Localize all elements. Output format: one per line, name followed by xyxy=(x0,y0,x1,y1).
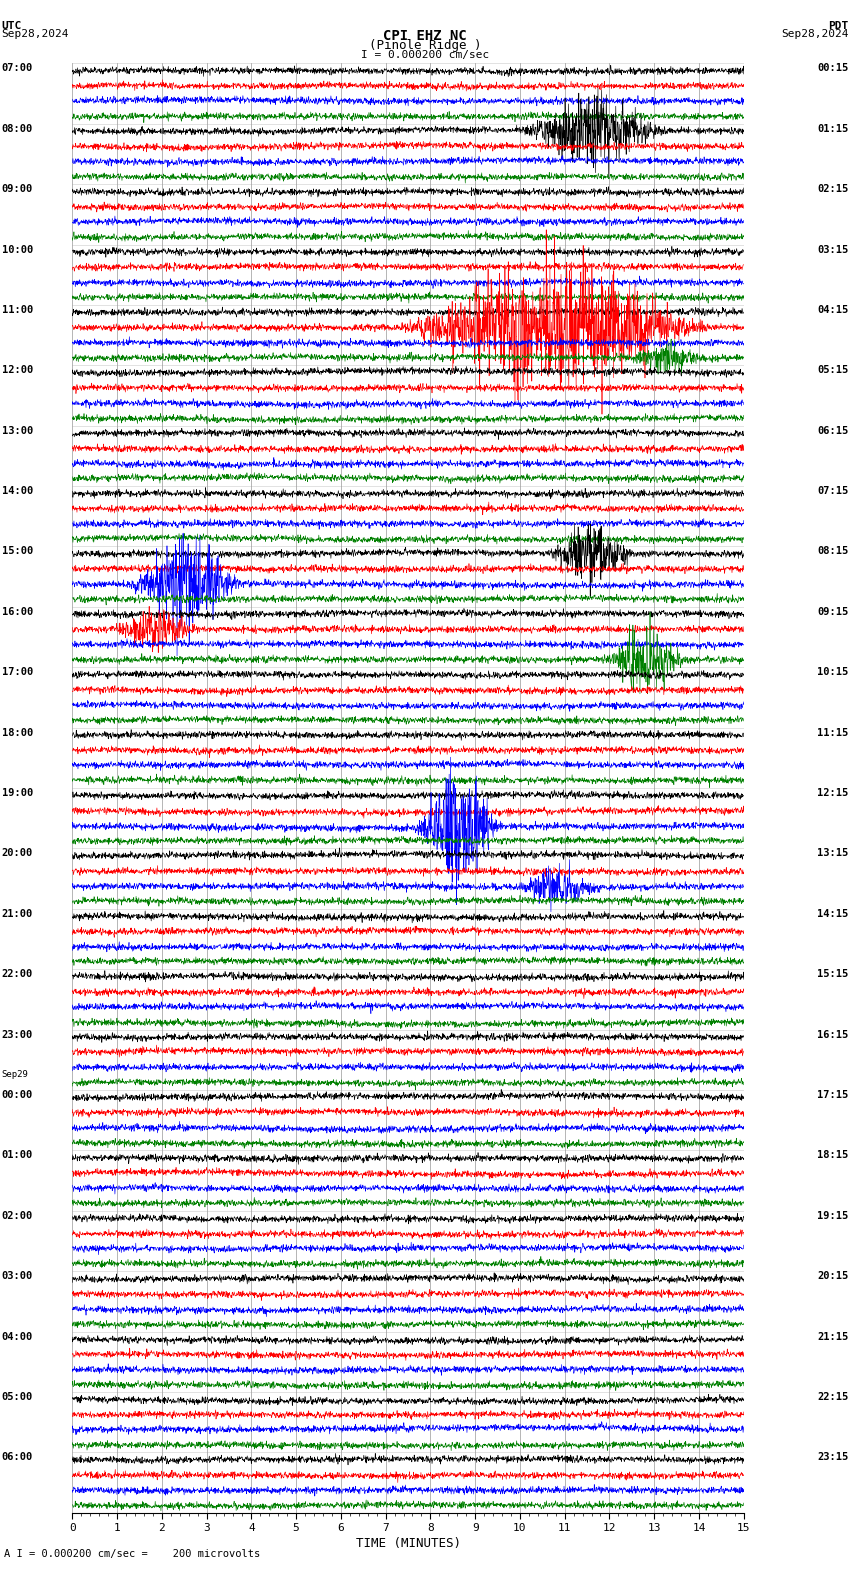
Text: 13:00: 13:00 xyxy=(2,426,33,436)
Text: CPI EHZ NC: CPI EHZ NC xyxy=(383,29,467,43)
Text: Sep28,2024: Sep28,2024 xyxy=(781,29,848,40)
Text: 17:00: 17:00 xyxy=(2,667,33,678)
Text: 16:00: 16:00 xyxy=(2,607,33,616)
Text: 03:15: 03:15 xyxy=(817,244,848,255)
Text: 22:15: 22:15 xyxy=(817,1392,848,1402)
Text: 00:00: 00:00 xyxy=(2,1090,33,1099)
Text: 03:00: 03:00 xyxy=(2,1270,33,1281)
Text: 10:00: 10:00 xyxy=(2,244,33,255)
Text: 13:15: 13:15 xyxy=(817,849,848,859)
Text: 04:00: 04:00 xyxy=(2,1332,33,1342)
Text: 21:15: 21:15 xyxy=(817,1332,848,1342)
Text: 21:00: 21:00 xyxy=(2,909,33,919)
Text: 20:15: 20:15 xyxy=(817,1270,848,1281)
Text: 12:00: 12:00 xyxy=(2,366,33,375)
Text: 17:15: 17:15 xyxy=(817,1090,848,1099)
Text: 23:15: 23:15 xyxy=(817,1453,848,1462)
Text: 18:00: 18:00 xyxy=(2,727,33,738)
Text: (Pinole Ridge ): (Pinole Ridge ) xyxy=(369,38,481,52)
Text: 10:15: 10:15 xyxy=(817,667,848,678)
Text: 11:00: 11:00 xyxy=(2,304,33,315)
Text: 08:15: 08:15 xyxy=(817,546,848,556)
Text: 09:15: 09:15 xyxy=(817,607,848,616)
Text: 23:00: 23:00 xyxy=(2,1030,33,1039)
Text: 11:15: 11:15 xyxy=(817,727,848,738)
X-axis label: TIME (MINUTES): TIME (MINUTES) xyxy=(355,1538,461,1551)
Text: 07:00: 07:00 xyxy=(2,63,33,73)
Text: 02:00: 02:00 xyxy=(2,1210,33,1221)
Text: 15:00: 15:00 xyxy=(2,546,33,556)
Text: 22:00: 22:00 xyxy=(2,969,33,979)
Text: I = 0.000200 cm/sec: I = 0.000200 cm/sec xyxy=(361,49,489,60)
Text: 05:00: 05:00 xyxy=(2,1392,33,1402)
Text: Sep29: Sep29 xyxy=(2,1069,29,1079)
Text: 01:00: 01:00 xyxy=(2,1150,33,1161)
Text: 04:15: 04:15 xyxy=(817,304,848,315)
Text: 14:00: 14:00 xyxy=(2,486,33,496)
Text: 05:15: 05:15 xyxy=(817,366,848,375)
Text: 16:15: 16:15 xyxy=(817,1030,848,1039)
Text: 06:00: 06:00 xyxy=(2,1453,33,1462)
Text: 18:15: 18:15 xyxy=(817,1150,848,1161)
Text: UTC: UTC xyxy=(2,21,22,30)
Text: Sep28,2024: Sep28,2024 xyxy=(2,29,69,40)
Text: 19:00: 19:00 xyxy=(2,789,33,798)
Text: 09:00: 09:00 xyxy=(2,184,33,195)
Text: 19:15: 19:15 xyxy=(817,1210,848,1221)
Text: 20:00: 20:00 xyxy=(2,849,33,859)
Text: 00:15: 00:15 xyxy=(817,63,848,73)
Text: PDT: PDT xyxy=(828,21,848,30)
Text: A I = 0.000200 cm/sec =    200 microvolts: A I = 0.000200 cm/sec = 200 microvolts xyxy=(4,1549,260,1559)
Text: 12:15: 12:15 xyxy=(817,789,848,798)
Text: 06:15: 06:15 xyxy=(817,426,848,436)
Text: 14:15: 14:15 xyxy=(817,909,848,919)
Text: 01:15: 01:15 xyxy=(817,124,848,133)
Text: 08:00: 08:00 xyxy=(2,124,33,133)
Text: 02:15: 02:15 xyxy=(817,184,848,195)
Text: 15:15: 15:15 xyxy=(817,969,848,979)
Text: 07:15: 07:15 xyxy=(817,486,848,496)
